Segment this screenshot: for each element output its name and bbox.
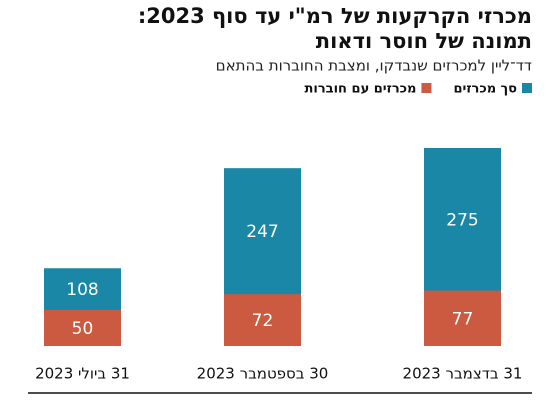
x-tick-label: 31 בדצמבר 2023	[403, 365, 523, 383]
chart-subtitle: דד־ליין למכרזים שנבדקו, ומצבת החוברות בה…	[216, 57, 532, 75]
x-tick-label: 30 בספטמבר 2023	[197, 365, 329, 383]
value-label: 247	[246, 222, 278, 242]
chart-title: מכרזי הקרקעות של רמ"י עד סוף 2023:	[138, 4, 532, 28]
value-label: 108	[66, 280, 98, 300]
legend-swatch	[522, 83, 532, 93]
value-label: 77	[452, 309, 474, 329]
value-label: 50	[72, 319, 94, 339]
chart-title: תמונה של חוסר ודאות	[316, 29, 532, 53]
bar	[44, 310, 121, 346]
bar	[424, 290, 501, 346]
value-label: 275	[446, 210, 478, 230]
bar	[224, 294, 301, 346]
legend-swatch	[421, 83, 432, 93]
value-label: 72	[252, 311, 274, 331]
x-tick-label: 31 ביולי 2023	[35, 365, 130, 383]
legend-label: מכרזים עם חוברות	[305, 82, 417, 97]
legend-label: סך מכרזים	[453, 82, 517, 97]
